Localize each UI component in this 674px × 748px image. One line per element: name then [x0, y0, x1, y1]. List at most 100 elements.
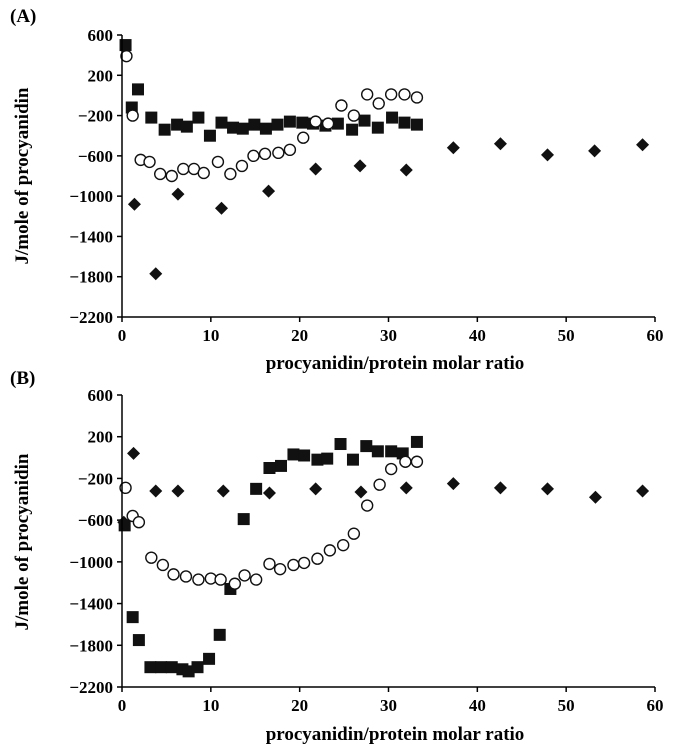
- panel-b-square-point: [360, 440, 373, 453]
- panel-b-circle-point: [373, 478, 386, 491]
- panel-b-square-point: [144, 661, 157, 674]
- panel-a-circle-point: [177, 162, 190, 176]
- panel-a-circle-point: [398, 88, 411, 101]
- panel-b-circle-point: [287, 558, 300, 572]
- panel-a-circle-point: [211, 155, 225, 169]
- panel-b-y-tick-label: −1000: [69, 553, 113, 572]
- panel-b-square-point: [155, 661, 168, 674]
- panel-a-square-point: [158, 123, 171, 136]
- panel-b-diamond-point: [354, 485, 368, 499]
- panel-a-x-tick-label: 60: [647, 326, 664, 345]
- panel-b-square-point: [203, 652, 216, 665]
- panel-a-y-tick-label: −1400: [69, 227, 113, 246]
- panel-a-circle-point: [197, 166, 210, 180]
- panel-b-circle-point: [238, 569, 251, 582]
- panel-b-circle-point: [167, 568, 180, 581]
- panel-b-circle-point: [311, 552, 324, 565]
- panel-a-y-tick-label: −2200: [69, 308, 113, 327]
- panel-b-ticks: 600 200 −200 −600 −1000 −1400 −1800 −2200 0 10 20 3…: [69, 386, 663, 715]
- panel-b-y-tick-label: −1400: [69, 595, 113, 614]
- panel-b-circle-point: [145, 551, 158, 564]
- panel-b-diamond-point: [309, 482, 323, 496]
- panel-b-x-tick-label: 0: [118, 696, 127, 715]
- panel-b-square-point: [371, 445, 384, 458]
- panel-b-square-point: [346, 453, 359, 466]
- panel-b-circle-point: [273, 562, 287, 576]
- panel-a-diamond-point: [309, 162, 323, 176]
- panel-a-square-point: [371, 121, 384, 134]
- panel-b-diamond-point: [127, 446, 141, 460]
- panel-a-square-point: [180, 120, 193, 133]
- panel-b-x-tick-label: 50: [558, 696, 575, 715]
- panel-b-x-tick-label: 30: [380, 696, 397, 715]
- panel-a-y-tick-label: −600: [78, 147, 113, 166]
- panel-b-square-point: [191, 661, 204, 674]
- panel-b: (B) J/mole of procyanidin procyanidin/pr…: [10, 368, 664, 745]
- panel-b-circle-point: [297, 556, 311, 570]
- panel-b-circle-point: [119, 481, 132, 495]
- panel-a-diamond-point: [493, 137, 507, 151]
- panel-a: (A) J/mole of procyanidin procyanidin/pr…: [10, 6, 664, 374]
- panel-b-square-point: [263, 462, 276, 474]
- panel-a-circle-point: [165, 169, 178, 183]
- panel-a-y-axis-title: J/mole of procyanidin: [12, 87, 33, 264]
- panel-b-y-tick-label: 200: [88, 428, 114, 447]
- panel-a-square-point: [227, 121, 240, 134]
- panel-b-square-point: [311, 453, 324, 466]
- panel-a-diamond-point: [399, 163, 413, 177]
- panel-b-diamond-point: [262, 486, 276, 500]
- panel-b-circle-point: [214, 573, 227, 586]
- panel-b-circle-point: [192, 573, 205, 586]
- panel-a-circle-point: [247, 149, 260, 163]
- panel-a-square-point: [296, 116, 309, 129]
- panel-b-square-point: [287, 448, 300, 461]
- panel-a-diamond-point: [149, 267, 163, 281]
- panel-a-x-tick-label: 20: [291, 326, 308, 345]
- panel-b-circle-point: [399, 455, 412, 468]
- panel-a-square-point: [410, 118, 423, 131]
- panel-a-circle-point: [153, 167, 167, 181]
- panel-b-square-point: [237, 513, 250, 526]
- panel-b-circle-point: [410, 455, 424, 468]
- panel-a-circle-point: [335, 99, 348, 112]
- panel-a-circle-point: [372, 97, 385, 110]
- panel-b-diamond-point: [117, 515, 131, 529]
- panel-b-diamond-point: [149, 484, 163, 498]
- panel-a-y-tick-label: 200: [88, 66, 114, 85]
- panel-b-square-point: [410, 435, 423, 448]
- panel-a-square-point: [271, 118, 284, 131]
- panel-a-x-tick-label: 10: [202, 326, 219, 345]
- panel-b-square-point: [213, 628, 226, 641]
- panel-a-diamond-point: [127, 197, 141, 211]
- panel-b-circle-point: [263, 557, 276, 571]
- panel-a-circle-point: [224, 167, 237, 181]
- panel-b-x-tick-label: 40: [469, 696, 486, 715]
- panel-a-circle-point: [410, 91, 424, 104]
- panel-b-circle-point: [132, 516, 146, 529]
- panel-b-circle-point: [228, 577, 242, 590]
- panel-a-square-point: [259, 122, 272, 135]
- panel-a-circle-point: [347, 109, 361, 122]
- panel-b-circle-point: [156, 558, 170, 572]
- panel-b-square-point: [275, 459, 288, 472]
- panel-b-square-point: [298, 449, 311, 462]
- panel-b-diamond-point: [541, 482, 555, 496]
- panel-a-diamond-point: [171, 187, 185, 201]
- panel-b-diamond-point: [399, 481, 413, 495]
- panel-a-diamond-point: [588, 144, 602, 158]
- panel-b-square-point: [334, 438, 347, 451]
- panel-b-circle-point: [179, 570, 193, 583]
- panel-a-circle-point: [258, 147, 272, 161]
- panel-a-axes: [121, 35, 655, 318]
- panel-a-square-point: [215, 116, 228, 129]
- panel-b-diamond-point: [171, 484, 185, 498]
- panel-b-diamond-point: [636, 484, 650, 498]
- panel-a-square-point: [358, 114, 371, 127]
- panel-b-marks: [117, 435, 650, 678]
- panel-a-x-tick-label: 0: [118, 326, 127, 345]
- panel-a-square-point: [398, 116, 411, 129]
- panel-b-circle-point: [323, 544, 337, 557]
- panel-b-y-tick-label: −1800: [69, 636, 113, 655]
- panel-a-square-point: [192, 111, 205, 124]
